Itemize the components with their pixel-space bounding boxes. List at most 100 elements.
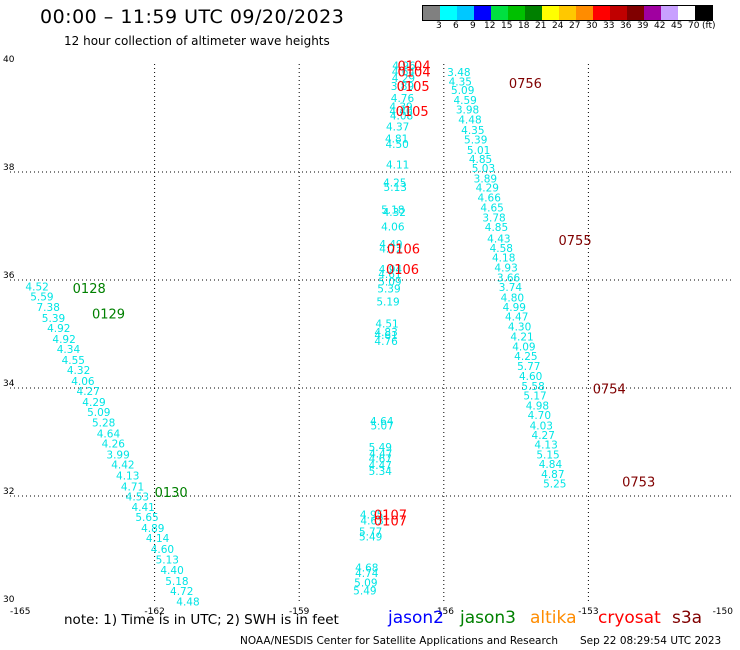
wave-height-point: 5.28 bbox=[92, 418, 115, 430]
color-scale-label: 27 bbox=[569, 21, 581, 31]
wave-height-point: 4.76 bbox=[374, 336, 398, 348]
wave-height-point: 5.17 bbox=[523, 391, 546, 403]
wave-height-point: 4.55 bbox=[62, 355, 85, 367]
wave-height-point: 4.08 bbox=[390, 110, 413, 122]
wave-height-point: 5.07 bbox=[371, 420, 394, 432]
wave-height-point: 4.92 bbox=[47, 323, 70, 335]
wave-height-point: 4.72 bbox=[170, 586, 193, 598]
wave-height-point: 4.37 bbox=[386, 122, 409, 134]
wave-height-point: 5.09 bbox=[354, 577, 377, 589]
legend-cryosat: cryosat bbox=[598, 608, 661, 628]
wave-height-point: 5.25 bbox=[543, 479, 566, 491]
wave-height-point: 5.03 bbox=[472, 163, 495, 175]
x-tick-label: -153 bbox=[578, 607, 598, 617]
wave-height-point: 4.34 bbox=[57, 344, 81, 356]
y-tick-label: 30 bbox=[3, 595, 15, 605]
wave-height-point: 4.71 bbox=[121, 481, 144, 493]
wave-height-point: 5.18 bbox=[165, 576, 188, 588]
time-label: 0107 bbox=[374, 514, 407, 529]
wave-height-point: 5.34 bbox=[369, 466, 393, 478]
wave-height-point: 4.29 bbox=[82, 397, 105, 409]
wave-height-point: 4.48 bbox=[176, 596, 199, 608]
wave-height-point: 3.74 bbox=[499, 282, 523, 294]
wave-height-point: 4.53 bbox=[126, 492, 149, 504]
wave-height-point: 5.01 bbox=[467, 145, 490, 157]
color-scale-label: 33 bbox=[603, 21, 615, 31]
legend-altika: altika bbox=[530, 608, 577, 628]
wave-height-point: 5.77 bbox=[359, 527, 382, 539]
wave-height-point: 4.50 bbox=[385, 139, 408, 151]
wave-height-point: 4.58 bbox=[490, 243, 513, 255]
footnote: note: 1) Time is in UTC; 2) SWH is in fe… bbox=[64, 612, 339, 628]
wave-height-point: 4.85 bbox=[485, 222, 508, 234]
color-swatch bbox=[474, 6, 491, 20]
wave-height-point: 4.94 bbox=[379, 264, 403, 276]
wave-height-point: 5.18 bbox=[381, 204, 404, 216]
wave-height-point: 4.06 bbox=[381, 222, 405, 234]
y-tick-label: 36 bbox=[3, 271, 15, 281]
wave-height-point: 4.61 bbox=[374, 330, 397, 342]
color-scale-label: 36 bbox=[620, 21, 632, 31]
wave-height-point: 4.59 bbox=[453, 95, 476, 107]
timestamp: Sep 22 08:29:54 UTC 2023 bbox=[580, 635, 722, 647]
wave-height-point: 5.19 bbox=[376, 297, 399, 309]
wave-height-point: 4.06 bbox=[71, 376, 95, 388]
wave-height-point: 4.30 bbox=[508, 321, 531, 333]
color-scale-label: 21 bbox=[535, 21, 547, 31]
wave-height-point: 5.77 bbox=[517, 361, 540, 373]
wave-height-point: 5.09 bbox=[378, 277, 401, 289]
wave-height-point: 4.96 bbox=[392, 61, 416, 73]
wave-height-point: 4.61 bbox=[378, 269, 401, 281]
wave-height-point: 3.66 bbox=[497, 272, 521, 284]
wave-height-point: 4.40 bbox=[389, 106, 412, 118]
wave-height-point: 4.29 bbox=[392, 73, 415, 85]
wave-height-point: 4.72 bbox=[379, 244, 402, 256]
wave-height-point: 4.95 bbox=[360, 509, 383, 521]
wave-height-point: 5.39 bbox=[464, 135, 487, 147]
wave-height-point: 4.68 bbox=[355, 562, 378, 574]
wave-height-point: 4.13 bbox=[116, 470, 139, 482]
wave-height-point: 4.29 bbox=[476, 183, 499, 195]
color-scale-unit: (ft) bbox=[702, 21, 716, 31]
time-label: 0128 bbox=[73, 282, 106, 297]
color-scale-label: 30 bbox=[586, 21, 598, 31]
color-scale-label: 70 bbox=[688, 21, 700, 31]
wave-height-point: 4.65 bbox=[480, 203, 503, 215]
wave-height-point: 5.58 bbox=[521, 381, 544, 393]
y-tick-label: 34 bbox=[3, 379, 15, 389]
wave-height-point: 4.11 bbox=[386, 159, 409, 171]
wave-height-point: 5.09 bbox=[87, 407, 110, 419]
wave-height-point: 4.03 bbox=[530, 420, 553, 432]
wave-height-point: 4.99 bbox=[503, 302, 526, 314]
wave-height-point: 4.18 bbox=[492, 252, 515, 264]
color-swatch bbox=[576, 6, 593, 20]
wave-height-point: 4.47 bbox=[369, 460, 392, 472]
wave-height-point: 4.51 bbox=[375, 319, 398, 331]
wave-height-point: 4.83 bbox=[374, 327, 397, 339]
y-tick-label: 38 bbox=[3, 163, 15, 173]
color-scale-label: 45 bbox=[671, 21, 683, 31]
wave-height-point: 4.32 bbox=[67, 365, 90, 377]
wave-height-point: 4.42 bbox=[111, 460, 134, 472]
wave-height-point: 4.74 bbox=[355, 568, 379, 580]
x-tick-label: -159 bbox=[289, 607, 310, 617]
time-label: 0105 bbox=[396, 105, 429, 120]
wave-height-point: 4.43 bbox=[487, 233, 510, 245]
wave-height-point: 4.92 bbox=[52, 334, 75, 346]
x-tick-label: -162 bbox=[144, 607, 164, 617]
wave-height-point: 4.80 bbox=[501, 292, 524, 304]
color-scale-label: 18 bbox=[518, 21, 530, 31]
wave-height-point: 5.13 bbox=[384, 182, 407, 194]
wave-height-point: 4.48 bbox=[458, 115, 481, 127]
time-label: 0755 bbox=[559, 234, 592, 249]
wave-height-point: 5.49 bbox=[369, 442, 392, 454]
wave-height-point: 7.38 bbox=[37, 302, 60, 314]
time-label: 0756 bbox=[509, 77, 542, 92]
color-swatch bbox=[627, 6, 644, 20]
color-scale-label: 3 bbox=[436, 21, 442, 31]
wave-height-point: 4.84 bbox=[539, 459, 563, 471]
x-tick-label: -165 bbox=[10, 607, 30, 617]
wave-height-point: 4.66 bbox=[478, 192, 502, 204]
color-swatch bbox=[542, 6, 559, 20]
